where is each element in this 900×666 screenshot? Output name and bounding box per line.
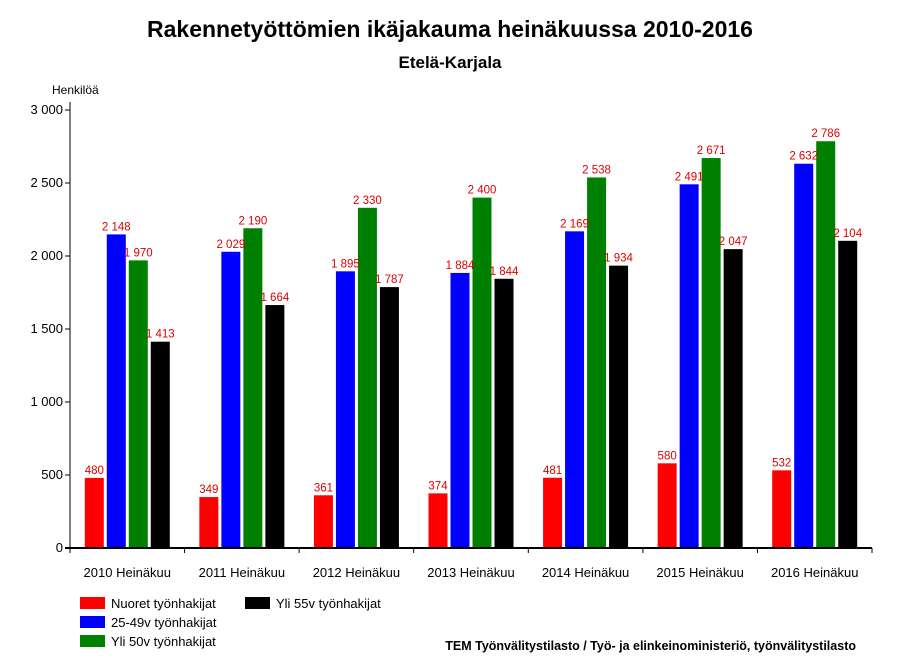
bar [609, 265, 629, 548]
data-label: 349 [199, 484, 218, 496]
data-label: 580 [658, 450, 677, 462]
y-axis-label: Henkilöä [52, 83, 99, 97]
bar [494, 278, 514, 548]
bar [816, 141, 836, 548]
x-tick-label: 2016 Heinäkuu [771, 565, 858, 580]
x-tick-label: 2013 Heinäkuu [427, 565, 514, 580]
x-tick-label: 2011 Heinäkuu [199, 565, 286, 580]
data-label: 1 934 [604, 253, 633, 265]
bar [357, 207, 377, 548]
data-label: 2 491 [675, 171, 704, 183]
y-axis: 0 500 1 000 1 500 2 000 2 500 3 000 [30, 102, 71, 555]
x-tick-label: 2010 Heinäkuu [84, 565, 171, 580]
legend-label: Yli 50v työnhakijat [111, 634, 216, 649]
legend-label: Nuoret työnhakijat [111, 596, 216, 611]
bar [150, 341, 170, 548]
bar [723, 249, 743, 548]
data-label: 2 671 [697, 145, 726, 157]
bar [701, 158, 721, 548]
data-label: 2 190 [238, 215, 267, 227]
data-label: 480 [85, 465, 104, 477]
bar [128, 260, 148, 548]
x-tick-label: 2014 Heinäkuu [542, 565, 629, 580]
data-label: 2 330 [353, 195, 382, 207]
data-label: 2 029 [216, 239, 245, 251]
y-tick-label: 500 [41, 467, 63, 482]
data-label: 532 [772, 457, 791, 469]
y-tick-label: 2 500 [30, 175, 63, 190]
y-tick-label: 2 000 [30, 248, 63, 263]
bar [243, 228, 263, 548]
data-label: 481 [543, 465, 562, 477]
bar [313, 495, 333, 548]
bar [428, 493, 448, 548]
chart-title: Rakennetyöttömien ikäjakauma heinäkuussa… [147, 16, 753, 42]
bar [543, 477, 563, 548]
bar [265, 305, 285, 548]
legend-swatch [80, 616, 105, 628]
source-note: TEM Työnvälitystilasto / Työ- ja elinkei… [445, 639, 856, 653]
bar [565, 231, 585, 549]
data-label: 2 148 [102, 221, 131, 233]
data-label: 1 787 [375, 274, 404, 286]
data-label: 1 970 [124, 247, 153, 259]
x-tick-label: 2015 Heinäkuu [656, 565, 743, 580]
bar [472, 197, 492, 548]
bar [199, 497, 219, 548]
y-tick-label: 3 000 [30, 102, 63, 117]
legend-swatch [245, 597, 270, 609]
legend-label: 25-49v työnhakijat [111, 615, 217, 630]
data-label: 2 538 [582, 164, 611, 176]
legend: Nuoret työnhakijat 25-49v työnhakijat Yli … [80, 596, 381, 649]
data-label: 2 632 [789, 151, 818, 163]
data-label: 1 895 [331, 258, 360, 270]
bar [772, 470, 792, 548]
bar [657, 463, 677, 548]
data-label: 2 169 [560, 218, 589, 230]
bar [838, 240, 858, 549]
y-tick-label: 0 [56, 540, 63, 555]
data-label: 1 664 [260, 292, 289, 304]
data-label: 1 884 [446, 260, 475, 272]
bar [221, 251, 241, 549]
bar [106, 234, 126, 548]
x-axis: 2010 Heinäkuu 2011 Heinäkuu 2012 Heinäkuu 2… [65, 547, 873, 580]
data-label: 374 [428, 480, 448, 492]
bar [84, 477, 104, 548]
bars [84, 141, 858, 549]
y-tick-label: 1 000 [30, 394, 63, 409]
x-tick-label: 2012 Heinäkuu [313, 565, 400, 580]
data-label: 2 786 [811, 128, 840, 140]
legend-label: Yli 55v työnhakijat [276, 596, 381, 611]
chart-subtitle: Etelä-Karjala [399, 53, 503, 72]
data-label: 361 [314, 482, 333, 494]
y-tick-label: 1 500 [30, 321, 63, 336]
data-label: 1 413 [146, 329, 175, 341]
data-label: 2 047 [719, 236, 748, 248]
data-labels: 480 2 148 1 970 1 413 349 2 029 2 190 1 664 361 1… [85, 128, 863, 496]
legend-swatch [80, 597, 105, 609]
bar [679, 184, 699, 548]
legend-swatch [80, 635, 105, 647]
bar [587, 177, 607, 548]
bar [379, 287, 399, 548]
bar [335, 271, 355, 548]
bar [450, 272, 470, 548]
data-label: 1 844 [490, 266, 519, 278]
bar [794, 163, 814, 548]
data-label: 2 400 [468, 185, 497, 197]
data-label: 2 104 [833, 228, 862, 240]
